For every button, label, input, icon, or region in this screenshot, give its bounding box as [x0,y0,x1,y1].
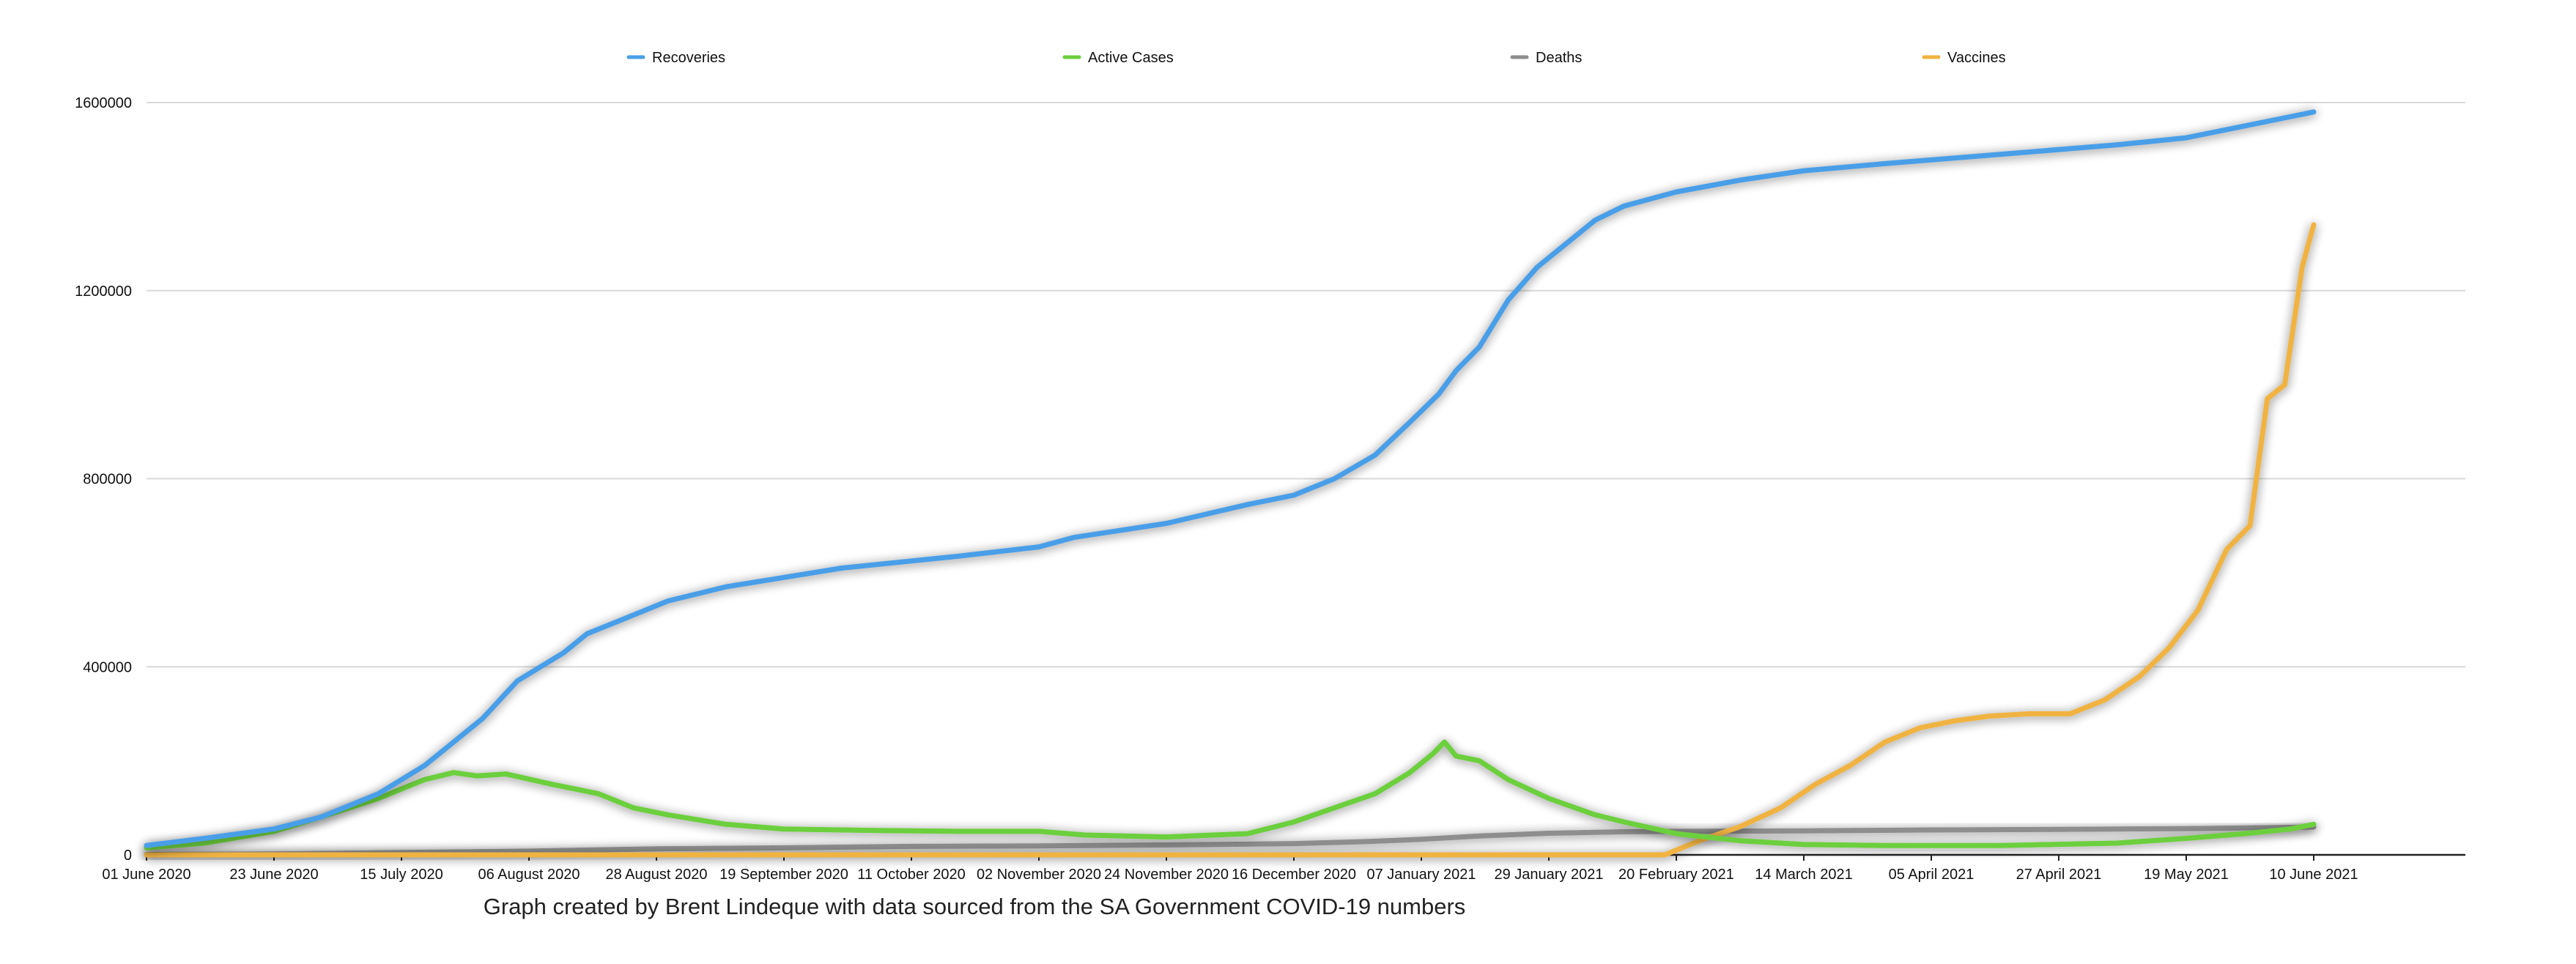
x-tick-label: 10 June 2021 [2269,867,2358,883]
y-tick-label: 400000 [83,659,132,675]
legend-label: Active Cases [1088,50,1174,66]
legend-item-deaths: Deaths [1510,50,1582,66]
x-tick-label: 27 April 2021 [2016,867,2102,883]
x-tick-label: 29 January 2021 [1494,867,1603,883]
x-tick-label: 16 December 2020 [1232,867,1356,883]
legend-item-vaccines: Vaccines [1922,50,2006,66]
series-line-vaccines [144,222,2317,858]
chart-caption: Graph created by Brent Lindeque with dat… [484,894,1466,919]
gridlines [147,102,2465,668]
x-tick-label: 20 February 2021 [1618,867,1734,883]
x-tick-label: 28 August 2020 [605,867,707,883]
x-tick-label: 23 June 2020 [229,867,318,883]
legend-item-active-cases: Active Cases [1062,50,1174,66]
x-tick-label: 19 May 2021 [2144,867,2229,883]
x-axis: 01 June 2020 23 June 2020 15 July 2020 06 A… [102,853,2465,883]
x-tick-label: 02 November 2020 [977,867,1101,883]
x-tick-label: 24 November 2020 [1104,867,1229,883]
y-tick-label: 1200000 [75,283,132,300]
legend-label: Vaccines [1947,50,2006,66]
legend-item-recoveries: Recoveries [626,50,725,66]
series-line-recoveries [144,109,2317,848]
y-tick-label: 0 [124,848,132,864]
x-tick-label: 15 July 2020 [360,867,443,883]
y-tick-label: 800000 [83,472,132,488]
y-axis: 0 400000 800000 1200000 1600000 [75,95,132,864]
legend: Recoveries Active Cases Deaths Vaccines [626,50,2006,66]
x-tick-label: 07 January 2021 [1366,867,1476,883]
x-tick-label: 05 April 2021 [1889,867,1974,883]
series-line-deaths [144,824,2317,857]
x-tick-label: 11 October 2020 [857,867,966,883]
x-tick-label: 01 June 2020 [102,867,190,883]
legend-label: Recoveries [652,50,725,66]
series-layer [144,109,2317,858]
legend-label: Deaths [1536,50,1582,66]
x-tick-label: 14 March 2021 [1755,867,1852,883]
y-tick-label: 1600000 [75,95,132,111]
x-tick-label: 19 September 2020 [719,867,848,883]
x-tick-label: 06 August 2020 [478,867,580,883]
series-line-active-cases [144,739,2317,850]
